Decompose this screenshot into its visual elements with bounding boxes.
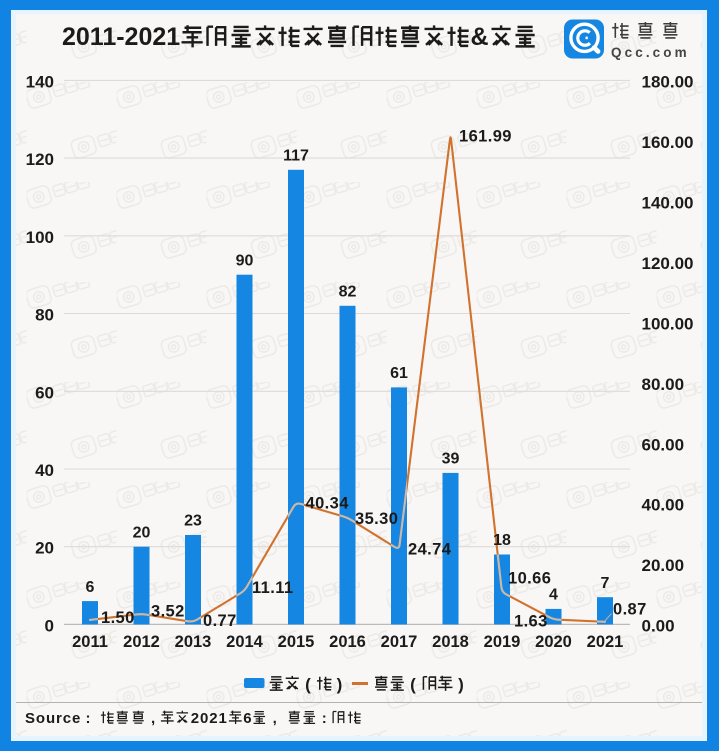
svg-text:0.77: 0.77 [203, 612, 237, 630]
svg-text:140: 140 [26, 72, 54, 91]
svg-text:1.63: 1.63 [514, 613, 548, 631]
svg-text:2015: 2015 [278, 633, 315, 651]
svg-text:10.66: 10.66 [508, 570, 551, 588]
svg-text:20.00: 20.00 [642, 556, 685, 575]
svg-text:1.50: 1.50 [101, 609, 135, 627]
svg-text:120.00: 120.00 [642, 254, 694, 273]
svg-text:60: 60 [35, 383, 54, 402]
svg-text:24.74: 24.74 [408, 541, 452, 559]
svg-text:2013: 2013 [175, 633, 212, 651]
svg-text:40.00: 40.00 [642, 496, 685, 515]
svg-text:61: 61 [390, 365, 408, 382]
svg-text:2019: 2019 [484, 633, 521, 651]
svg-text:60.00: 60.00 [642, 435, 685, 454]
svg-text:160.00: 160.00 [642, 133, 694, 152]
svg-text:161.99: 161.99 [459, 128, 512, 146]
svg-text:82: 82 [339, 284, 357, 301]
svg-text:2014: 2014 [226, 633, 264, 651]
svg-text:11.11: 11.11 [252, 579, 293, 597]
svg-text:80.00: 80.00 [642, 375, 685, 394]
svg-text:3.52: 3.52 [151, 603, 185, 621]
svg-text:0.00: 0.00 [642, 617, 675, 636]
svg-text:20: 20 [35, 539, 54, 558]
svg-text:2020: 2020 [535, 633, 572, 651]
svg-text:180.00: 180.00 [642, 73, 694, 92]
svg-text:40: 40 [35, 461, 54, 480]
svg-text:40.34: 40.34 [306, 495, 350, 513]
svg-text:4: 4 [549, 587, 558, 604]
svg-text:23: 23 [184, 513, 202, 530]
svg-text:100: 100 [26, 228, 54, 247]
svg-text:2017: 2017 [381, 633, 418, 651]
svg-text:2018: 2018 [432, 633, 469, 651]
svg-text:20: 20 [133, 524, 151, 541]
svg-text:0.87: 0.87 [613, 601, 647, 619]
svg-text:0: 0 [45, 616, 54, 635]
svg-text:39: 39 [442, 451, 460, 468]
svg-text:6: 6 [86, 579, 95, 596]
svg-text:2012: 2012 [123, 633, 160, 651]
svg-text:2021: 2021 [587, 633, 624, 651]
svg-text:100.00: 100.00 [642, 314, 694, 333]
svg-text:80: 80 [35, 306, 54, 325]
svg-text:117: 117 [283, 148, 309, 165]
svg-text:120: 120 [26, 150, 54, 169]
svg-text:35.30: 35.30 [355, 510, 398, 528]
svg-text:140.00: 140.00 [642, 194, 694, 213]
svg-text:90: 90 [236, 252, 254, 269]
svg-text:2011: 2011 [72, 633, 108, 651]
svg-text:2016: 2016 [329, 633, 366, 651]
svg-text:7: 7 [601, 575, 610, 592]
svg-text:18: 18 [493, 532, 511, 549]
